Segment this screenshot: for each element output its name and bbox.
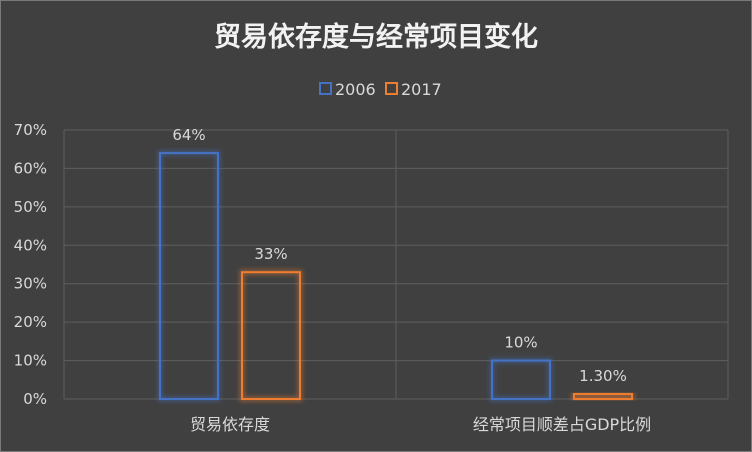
data-label: 10% bbox=[504, 334, 537, 352]
y-tick-label: 60% bbox=[14, 159, 47, 177]
data-labels: 64% 33% 10% 1.30% bbox=[172, 126, 627, 385]
legend: 2006 2017 bbox=[319, 80, 442, 99]
legend-swatch bbox=[385, 82, 398, 95]
grid-lines bbox=[63, 129, 729, 400]
legend-label: 2017 bbox=[401, 80, 442, 99]
y-axis-tick-labels: 0% 10% 20% 30% 40% 50% 60% 70% bbox=[14, 121, 47, 408]
y-tick-label: 40% bbox=[14, 236, 47, 254]
bar-2017-0 bbox=[239, 269, 303, 402]
chart-title: 贸易依存度与经常项目变化 bbox=[214, 21, 538, 53]
y-tick-label: 20% bbox=[14, 313, 47, 331]
y-tick-label: 0% bbox=[23, 390, 47, 408]
y-tick-label: 10% bbox=[14, 352, 47, 370]
bar-2017-1 bbox=[571, 391, 635, 402]
legend-item-2017: 2017 bbox=[385, 80, 442, 99]
y-tick-label: 30% bbox=[14, 275, 47, 293]
data-label: 33% bbox=[254, 245, 287, 263]
bar-series bbox=[157, 150, 635, 402]
data-label: 1.30% bbox=[579, 367, 627, 385]
legend-item-2006: 2006 bbox=[319, 80, 376, 99]
y-tick-label: 50% bbox=[14, 198, 47, 216]
category-label: 经常项目顺差占GDP比例 bbox=[473, 415, 651, 434]
bar-2006-0 bbox=[157, 150, 221, 402]
legend-label: 2006 bbox=[335, 80, 376, 99]
category-label: 贸易依存度 bbox=[190, 415, 270, 434]
bar-2006-1 bbox=[489, 358, 553, 402]
x-axis-category-labels: 贸易依存度 经常项目顺差占GDP比例 bbox=[190, 415, 651, 434]
data-label: 64% bbox=[172, 126, 205, 144]
y-tick-label: 70% bbox=[14, 121, 47, 139]
legend-swatch bbox=[319, 82, 332, 95]
